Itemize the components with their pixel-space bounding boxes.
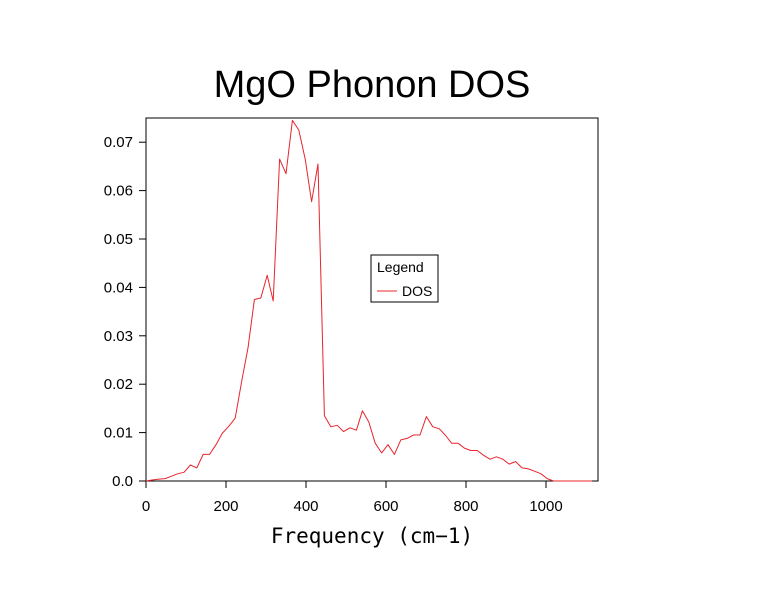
series-line-dos bbox=[145, 119, 592, 482]
y-tick-label: 0.07 bbox=[104, 134, 133, 151]
y-tick-label: 0.01 bbox=[104, 425, 133, 442]
plot-frame bbox=[145, 117, 599, 482]
x-tick-label: 600 bbox=[373, 498, 398, 515]
legend: Legend DOS bbox=[370, 254, 439, 303]
x-axis-label: Frequency (cm−1) bbox=[271, 524, 473, 548]
y-tick-label: 0.03 bbox=[104, 328, 133, 345]
x-tick-label: 400 bbox=[293, 498, 318, 515]
x-axis: 0 200 400 600 800 1000 bbox=[142, 481, 563, 515]
legend-box bbox=[370, 254, 439, 303]
legend-title: Legend bbox=[377, 259, 424, 275]
x-tick-label: 0 bbox=[142, 498, 150, 515]
plot-border bbox=[145, 117, 599, 482]
y-axis: 0.0 0.01 0.02 0.03 0.04 0.05 0.06 0.07 bbox=[104, 134, 146, 490]
y-tick-label: 0.04 bbox=[104, 279, 133, 296]
legend-entry: DOS bbox=[402, 283, 432, 299]
y-tick-label: 0.05 bbox=[104, 231, 133, 248]
chart-title: MgO Phonon DOS bbox=[214, 64, 531, 106]
y-tick-label: 0.02 bbox=[104, 376, 133, 393]
x-tick-label: 800 bbox=[453, 498, 478, 515]
x-tick-label: 200 bbox=[213, 498, 238, 515]
y-tick-label: 0.0 bbox=[112, 473, 133, 490]
x-tick-label: 1000 bbox=[529, 498, 562, 515]
y-tick-label: 0.06 bbox=[104, 183, 133, 200]
series-layer bbox=[145, 119, 592, 482]
